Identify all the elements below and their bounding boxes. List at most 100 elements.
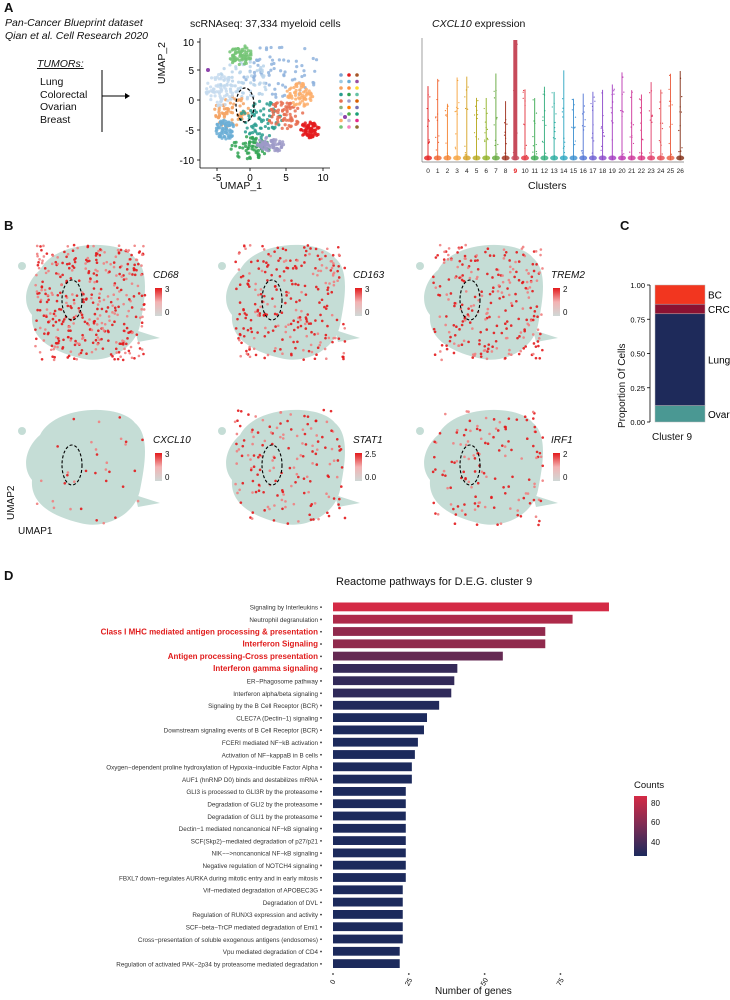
reactome-bar bbox=[333, 725, 424, 735]
violin-cluster-label: 25 bbox=[667, 168, 675, 175]
reactome-bar bbox=[333, 922, 403, 932]
violin-cluster-label: 9 bbox=[513, 168, 517, 175]
violin-xlabel: Clusters bbox=[528, 180, 567, 192]
violin-cluster-label: 0 bbox=[426, 168, 430, 175]
umap-xtick-label: 10 bbox=[317, 173, 329, 184]
cluster-legend-dot bbox=[347, 92, 351, 97]
violin-cluster-label: 12 bbox=[541, 168, 549, 175]
gene-name-label: IRF1 bbox=[551, 435, 573, 446]
cluster-9-outline bbox=[61, 279, 83, 321]
reactome-category-label: CLEC7A (Dectin−1) signaling bbox=[236, 715, 318, 722]
reactome-category-label: Activation of NF−kappaB in B cells bbox=[222, 752, 318, 759]
reactome-bar bbox=[333, 676, 455, 686]
violin-cluster-label: 8 bbox=[504, 168, 508, 175]
colorbar-max: 2 bbox=[563, 285, 568, 294]
reactome-category-label: Signaling by Interleukins bbox=[250, 605, 318, 612]
violin-cluster-label: 2 bbox=[446, 168, 450, 175]
reactome-xtick-label: 0 bbox=[329, 979, 337, 986]
expression-colorbar bbox=[553, 453, 560, 481]
violin-cluster-label: 6 bbox=[484, 168, 488, 175]
violin-cluster-label: 5 bbox=[475, 168, 479, 175]
violin-title-gene: CXCL10 bbox=[432, 18, 472, 30]
reactome-category-label: Downstream signaling events of B Cell Re… bbox=[164, 728, 318, 735]
stack-segment-ovarian bbox=[654, 405, 706, 423]
panel-b-xlabel: UMAP1 bbox=[18, 526, 53, 537]
dataset-line-1: Pan-Cancer Blueprint dataset bbox=[5, 17, 143, 29]
violin-plot: 0 1 2 3 4 5 6 7 8 9 10 11 12 13 14 15 16 17 18 19 20 21 22 23 24… bbox=[421, 38, 685, 175]
gene-name-label: STAT1 bbox=[353, 435, 383, 446]
cluster-legend-dot bbox=[339, 73, 343, 77]
violin-title: CXCL10 expression bbox=[432, 18, 525, 30]
violin-cluster-label: 23 bbox=[647, 168, 655, 175]
umap-ytick-label: 10 bbox=[183, 38, 195, 49]
umap-xlabel: UMAP_1 bbox=[220, 180, 263, 192]
cluster-legend-dot bbox=[339, 86, 343, 90]
tumor-item: Lung bbox=[40, 76, 64, 88]
violin-cluster-label: 4 bbox=[465, 168, 469, 175]
violin-cluster-label: 24 bbox=[657, 168, 665, 175]
expression-colorbar bbox=[355, 453, 362, 481]
stack-label-bc: BC bbox=[708, 291, 722, 302]
reactome-xlabel: Number of genes bbox=[435, 986, 512, 997]
violin-cluster-label: 11 bbox=[531, 168, 538, 175]
cluster-9-outline bbox=[261, 279, 283, 321]
reactome-bar bbox=[333, 713, 428, 722]
reactome-bar bbox=[333, 750, 415, 759]
panel-c-ylabel: Proportion Of Cells bbox=[617, 343, 628, 428]
reactome-xtick-label: 75 bbox=[556, 977, 566, 987]
cluster-legend-dot bbox=[355, 105, 359, 110]
violin-cluster-label: 18 bbox=[599, 168, 607, 175]
reactome-bar bbox=[333, 946, 400, 956]
umap-ytick-label: 0 bbox=[188, 96, 194, 107]
reactome-category-label: Signaling by the B Cell Receptor (BCR) bbox=[208, 703, 318, 710]
cluster-legend-dot bbox=[339, 79, 343, 84]
reactome-category-label: Interferon Signaling bbox=[242, 640, 318, 649]
reactome-bar bbox=[333, 897, 403, 907]
colorbar-min: 0 bbox=[165, 473, 170, 482]
reactome-bar bbox=[333, 602, 609, 612]
cluster-9-outline bbox=[235, 87, 255, 123]
reactome-bar bbox=[333, 774, 412, 784]
proportion-tick-label: 0.25 bbox=[630, 384, 645, 393]
reactome-bar bbox=[333, 639, 546, 649]
stack-label-crc: CRC bbox=[708, 305, 730, 316]
expression-colorbar bbox=[553, 288, 560, 316]
reactome-bar bbox=[333, 799, 406, 809]
violin-cluster-label: 16 bbox=[580, 168, 588, 175]
reactome-xtick-label: 25 bbox=[404, 977, 414, 987]
reactome-bar bbox=[333, 700, 440, 710]
cluster-legend bbox=[339, 73, 359, 129]
reactome-category-label: AUF1 (hnRNP D0) binds and destabilizes m… bbox=[182, 777, 319, 784]
counts-legend-title: Counts bbox=[634, 780, 665, 791]
violin-title-rest: expression bbox=[471, 18, 526, 30]
tumor-item: Ovarian bbox=[40, 101, 77, 113]
cluster-legend-dot bbox=[339, 99, 343, 103]
reactome-bar bbox=[333, 860, 406, 870]
gene-name-label: CD68 bbox=[153, 270, 179, 281]
cluster-legend-dot bbox=[339, 118, 343, 123]
tumor-item: Breast bbox=[40, 113, 71, 126]
panel-a-letter: A bbox=[4, 0, 14, 15]
cluster-legend-dot bbox=[347, 105, 351, 110]
colorbar-min: 0 bbox=[165, 308, 170, 317]
expression-colorbar bbox=[155, 453, 162, 481]
gene-name-label: TREM2 bbox=[551, 270, 585, 281]
cluster-legend-dot bbox=[339, 112, 343, 116]
umap-cluster-plot: 10 5 0 -5 -10 -5 0 5 10 bbox=[180, 38, 347, 184]
cluster-legend-dot bbox=[347, 112, 351, 116]
violin-cluster-label: 21 bbox=[628, 168, 636, 175]
reactome-bar bbox=[333, 627, 546, 636]
violin-cluster-label: 13 bbox=[550, 168, 558, 175]
violin-cluster-label: 19 bbox=[609, 168, 617, 175]
reactome-category-label: Dectin−1 mediated noncanonical NF−kB sig… bbox=[179, 826, 319, 833]
reactome-category-label: Oxygen−dependent proline hydroxylation o… bbox=[106, 765, 318, 772]
panel-b-letter: B bbox=[4, 218, 14, 233]
umap-ytick-label: -10 bbox=[180, 156, 195, 167]
expression-colorbar bbox=[355, 288, 362, 316]
stack-segment-lung bbox=[654, 313, 706, 406]
violin-cluster-label: 14 bbox=[560, 168, 568, 175]
proportion-tick-label: 0.00 bbox=[630, 418, 645, 427]
umap-axes bbox=[199, 38, 330, 169]
reactome-bar bbox=[333, 811, 406, 821]
reactome-category-label: Regulation of activated PAK−2p34 by prot… bbox=[116, 961, 318, 968]
